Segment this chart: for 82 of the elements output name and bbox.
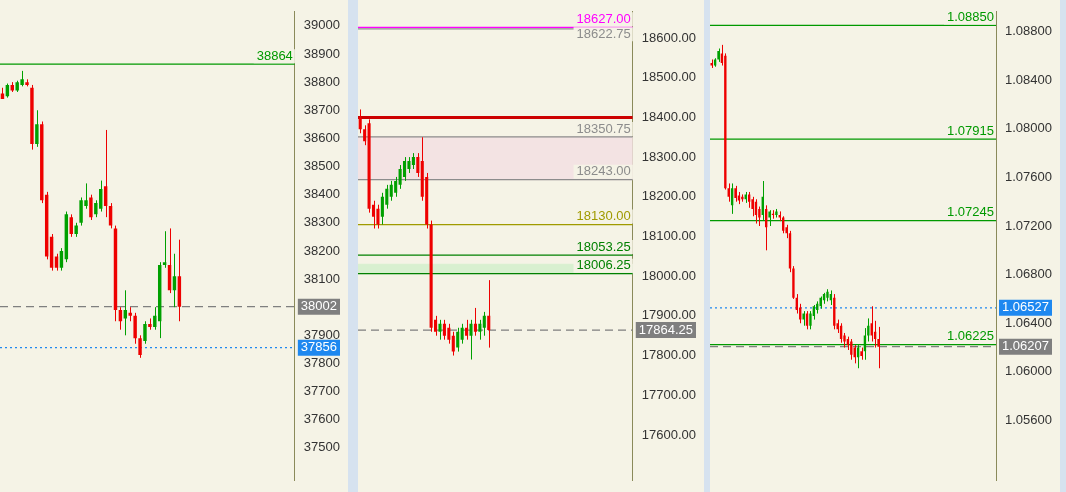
ref-line-label: 18006.25 (576, 257, 631, 273)
candlestick (398, 164, 402, 190)
candlestick (447, 323, 451, 345)
candlestick (162, 230, 167, 269)
ref-line-label: 18622.75 (576, 25, 631, 41)
y-tick-label: 37900 (303, 326, 341, 342)
ref-line-label: 1.06207 (1002, 338, 1050, 354)
ref-line-label: 18053.25 (576, 238, 631, 254)
y-tick-label: 37600 (303, 411, 341, 427)
ref-line-label: 1.07915 (947, 122, 995, 138)
y-tick-label: 17600.00 (641, 426, 697, 442)
y-tick-label: 1.07200 (1005, 217, 1053, 233)
candlestick (465, 319, 469, 341)
candlestick (133, 312, 137, 345)
candlestick (138, 334, 142, 359)
candlestick (442, 319, 446, 341)
y-tick-label: 37800 (303, 355, 341, 371)
y-tick-label: 17800.00 (641, 347, 697, 363)
ref-line-label: 18243.00 (576, 163, 631, 179)
y-tick-label: 38100 (303, 270, 341, 286)
candlestick (394, 176, 398, 198)
y-tick-label: 38900 (303, 45, 341, 61)
y-tick-label: 1.07600 (1005, 168, 1053, 184)
y-tick-label: 18100.00 (641, 228, 697, 244)
candlestick (89, 194, 93, 221)
candlestick (35, 109, 39, 148)
candlestick (389, 180, 393, 202)
ref-line-label: 38864 (256, 47, 293, 63)
candlestick (456, 327, 460, 353)
y-tick-label: 1.08400 (1005, 71, 1053, 87)
y-tick-label: 38300 (303, 214, 341, 230)
y-tick-label: 18500.00 (641, 69, 697, 85)
candlestick (402, 156, 407, 182)
candlestick (478, 319, 482, 341)
candlestick (473, 307, 477, 337)
candlestick (751, 196, 754, 217)
y-tick-label: 18200.00 (641, 188, 697, 204)
y-tick-label: 17700.00 (641, 386, 697, 402)
candlestick (809, 310, 812, 330)
candlestick (460, 323, 464, 345)
y-tick-label: 37500 (303, 439, 341, 455)
y-tick-label: 17900.00 (641, 307, 697, 323)
candlestick (451, 331, 455, 357)
y-tick-label: 1.06800 (1005, 266, 1053, 282)
y-tick-label: 1.08800 (1005, 23, 1053, 39)
candlestick (438, 319, 442, 341)
candlestick (469, 319, 473, 361)
y-tick-label: 37700 (303, 383, 341, 399)
ref-line-label: 1.07245 (947, 204, 995, 220)
ref-line-label: 18350.75 (576, 120, 631, 136)
y-tick-label: 38800 (303, 73, 341, 89)
y-tick-label: 39000 (303, 17, 341, 33)
ref-line-label: 18130.00 (576, 208, 631, 224)
y-tick-label: 38700 (303, 101, 341, 117)
ref-line-label: 18627.00 (576, 10, 631, 26)
y-tick-label: 38600 (303, 129, 341, 145)
y-tick-label: 18000.00 (641, 267, 697, 283)
candlestick (358, 108, 362, 134)
y-tick-label: 1.06400 (1005, 314, 1053, 330)
ref-line-label: 38002 (300, 298, 338, 314)
candlestick (487, 279, 491, 349)
candlestick (482, 311, 486, 337)
ref-line-label: 1.06225 (947, 328, 995, 344)
candlestick (380, 192, 384, 226)
candlestick (727, 182, 730, 203)
y-tick-label: 1.08000 (1005, 120, 1053, 136)
y-tick-label: 1.06000 (1005, 363, 1053, 379)
ref-line-label: 1.08850 (947, 8, 995, 24)
ref-line-label: 37856 (300, 339, 338, 355)
ref-line-label: 1.06527 (1002, 299, 1050, 315)
y-tick-label: 18600.00 (641, 29, 697, 45)
y-tick-label: 38500 (303, 158, 341, 174)
candlestick (143, 320, 147, 345)
ref-line-label: 17864.25 (638, 321, 694, 337)
y-tick-label: 38400 (303, 186, 341, 202)
y-tick-label: 1.05600 (1005, 412, 1053, 428)
y-tick-label: 18400.00 (641, 108, 697, 124)
y-tick-label: 38200 (303, 242, 341, 258)
y-tick-label: 18300.00 (641, 148, 697, 164)
candlestick (376, 204, 380, 230)
candlestick (363, 124, 367, 146)
candlestick (416, 152, 420, 178)
